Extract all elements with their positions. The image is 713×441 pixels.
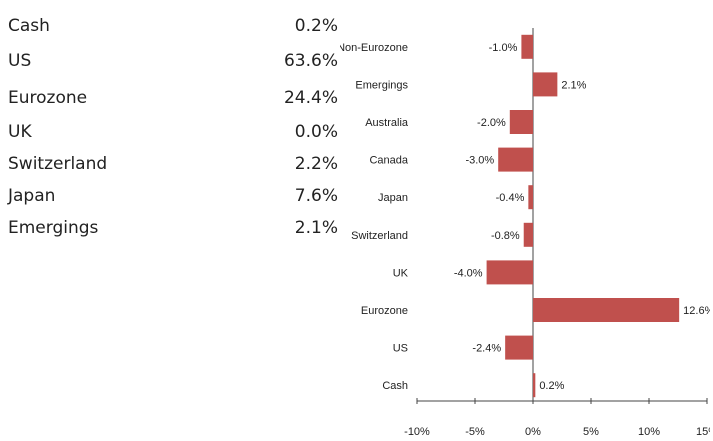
allocation-value: 7.6% [295, 186, 338, 206]
x-tick-label: 5% [583, 426, 599, 438]
allocation-label: Switzerland [8, 154, 107, 174]
category-label: UK [393, 267, 409, 279]
bar-australia [510, 110, 533, 134]
x-tick-label: -10% [404, 426, 430, 438]
allocation-row-us: US 63.6% [8, 42, 338, 79]
allocation-row-uk: UK 0.0% [8, 116, 338, 148]
data-label: -2.4% [472, 343, 501, 355]
data-label: -0.8% [491, 230, 520, 242]
data-label: -2.0% [477, 117, 506, 129]
allocation-value: 0.0% [295, 122, 338, 142]
data-label: -3.0% [465, 155, 494, 167]
data-label: -0.4% [496, 192, 525, 204]
allocation-row-cash: Cash 0.2% [8, 10, 338, 42]
bar-japan [528, 185, 533, 209]
allocation-label: Cash [8, 16, 50, 36]
category-label: Japan [378, 192, 408, 204]
x-tick-label: -5% [465, 426, 485, 438]
x-tick-label: 15% [696, 426, 710, 438]
plot-area: Non-Eurozone -1.0% Emergings 2.1% Australia -… [340, 28, 710, 438]
data-label: 2.1% [561, 79, 586, 91]
allocation-row-switzerland: Switzerland 2.2% [8, 148, 338, 180]
data-label: -1.0% [489, 42, 518, 54]
category-label: Eurozone [361, 305, 408, 317]
data-label: 12.6% [683, 305, 710, 317]
allocation-value: 2.2% [295, 154, 338, 174]
allocation-label: Japan [8, 186, 55, 206]
allocation-value: 0.2% [295, 16, 338, 36]
data-label: -4.0% [454, 267, 483, 279]
bar-uk [487, 260, 533, 284]
category-label: Non-Eurozone [340, 42, 408, 54]
allocation-value: 2.1% [295, 218, 338, 238]
category-label: Switzerland [351, 230, 408, 242]
allocation-label: Eurozone [8, 88, 87, 108]
x-tick-label: 0% [525, 426, 541, 438]
allocation-row-eurozone: Eurozone 24.4% [8, 79, 338, 116]
allocation-label: US [8, 51, 31, 71]
allocation-label: Emergings [8, 218, 98, 238]
bar-canada [498, 148, 533, 172]
category-label: Cash [382, 380, 408, 392]
bar-switzerland [524, 223, 533, 247]
allocation-value: 24.4% [284, 88, 338, 108]
category-label: US [393, 343, 408, 355]
category-label: Emergings [355, 79, 408, 91]
bar-non-eurozone [521, 35, 533, 59]
bar-emergings [533, 72, 557, 96]
data-label: 0.2% [539, 380, 564, 392]
x-tick-label: 10% [638, 426, 660, 438]
category-label: Canada [369, 155, 408, 167]
allocation-value: 63.6% [284, 51, 338, 71]
bar-eurozone [533, 298, 679, 322]
allocation-label: UK [8, 122, 32, 142]
relative-weights-bar-chart: Non-Eurozone -1.0% Emergings 2.1% Australia -… [340, 20, 710, 438]
allocation-row-emergings: Emergings 2.1% [8, 212, 338, 244]
bar-cash [533, 373, 535, 397]
bar-us [505, 336, 533, 360]
allocation-row-japan: Japan 7.6% [8, 180, 338, 212]
category-label: Australia [365, 117, 409, 129]
allocation-table: Cash 0.2% US 63.6% Eurozone 24.4% UK 0.0… [8, 10, 338, 244]
